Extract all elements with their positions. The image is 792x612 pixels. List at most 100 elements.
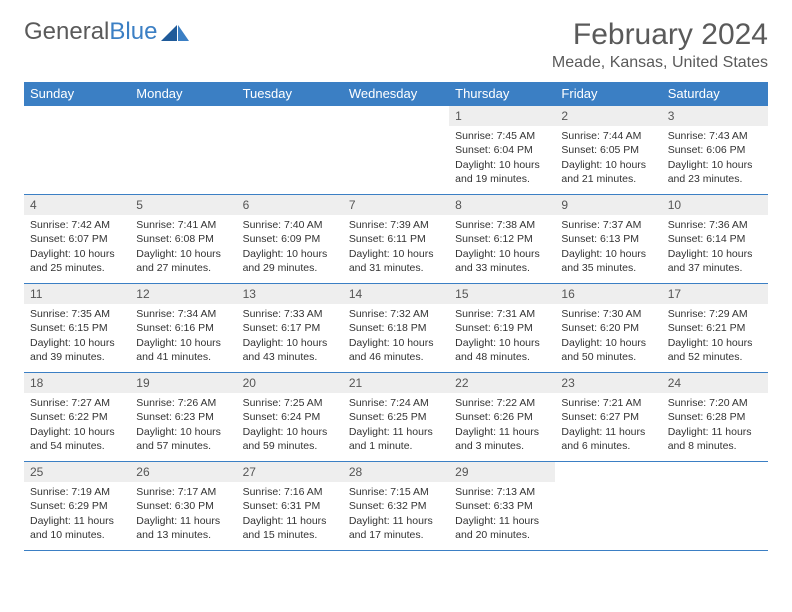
day-number: 8 [449, 195, 555, 215]
sunrise-text: Sunrise: 7:44 AM [561, 129, 655, 143]
daylight-text: Daylight: 10 hours and 41 minutes. [136, 336, 230, 364]
sunset-text: Sunset: 6:15 PM [30, 321, 124, 335]
sunset-text: Sunset: 6:26 PM [455, 410, 549, 424]
sunset-text: Sunset: 6:33 PM [455, 499, 549, 513]
sunset-text: Sunset: 6:06 PM [668, 143, 762, 157]
sunset-text: Sunset: 6:22 PM [30, 410, 124, 424]
sunset-text: Sunset: 6:05 PM [561, 143, 655, 157]
day-info: Sunrise: 7:19 AMSunset: 6:29 PMDaylight:… [24, 482, 130, 548]
day-cell: 28Sunrise: 7:15 AMSunset: 6:32 PMDayligh… [343, 462, 449, 550]
day-info: Sunrise: 7:32 AMSunset: 6:18 PMDaylight:… [343, 304, 449, 370]
sunrise-text: Sunrise: 7:35 AM [30, 307, 124, 321]
day-info: Sunrise: 7:13 AMSunset: 6:33 PMDaylight:… [449, 482, 555, 548]
day-cell: 11Sunrise: 7:35 AMSunset: 6:15 PMDayligh… [24, 284, 130, 372]
day-number [555, 462, 661, 482]
day-cell: 13Sunrise: 7:33 AMSunset: 6:17 PMDayligh… [237, 284, 343, 372]
day-info: Sunrise: 7:22 AMSunset: 6:26 PMDaylight:… [449, 393, 555, 459]
sunrise-text: Sunrise: 7:38 AM [455, 218, 549, 232]
sunrise-text: Sunrise: 7:41 AM [136, 218, 230, 232]
day-cell: 16Sunrise: 7:30 AMSunset: 6:20 PMDayligh… [555, 284, 661, 372]
week-row: 18Sunrise: 7:27 AMSunset: 6:22 PMDayligh… [24, 372, 768, 461]
sunrise-text: Sunrise: 7:24 AM [349, 396, 443, 410]
sunrise-text: Sunrise: 7:25 AM [243, 396, 337, 410]
weeks-container: 1Sunrise: 7:45 AMSunset: 6:04 PMDaylight… [24, 105, 768, 551]
sunrise-text: Sunrise: 7:45 AM [455, 129, 549, 143]
day-cell: 23Sunrise: 7:21 AMSunset: 6:27 PMDayligh… [555, 373, 661, 461]
day-number: 27 [237, 462, 343, 482]
daylight-text: Daylight: 10 hours and 21 minutes. [561, 158, 655, 186]
sunrise-text: Sunrise: 7:17 AM [136, 485, 230, 499]
sunrise-text: Sunrise: 7:22 AM [455, 396, 549, 410]
day-number: 19 [130, 373, 236, 393]
sunset-text: Sunset: 6:08 PM [136, 232, 230, 246]
day-number: 14 [343, 284, 449, 304]
week-row: 1Sunrise: 7:45 AMSunset: 6:04 PMDaylight… [24, 105, 768, 194]
day-number [130, 106, 236, 126]
day-number: 9 [555, 195, 661, 215]
day-number: 22 [449, 373, 555, 393]
day-cell: 10Sunrise: 7:36 AMSunset: 6:14 PMDayligh… [662, 195, 768, 283]
sunset-text: Sunset: 6:09 PM [243, 232, 337, 246]
sunrise-text: Sunrise: 7:19 AM [30, 485, 124, 499]
day-number: 10 [662, 195, 768, 215]
day-header: Tuesday [237, 82, 343, 105]
day-number [237, 106, 343, 126]
daylight-text: Daylight: 10 hours and 50 minutes. [561, 336, 655, 364]
day-cell: 6Sunrise: 7:40 AMSunset: 6:09 PMDaylight… [237, 195, 343, 283]
sunrise-text: Sunrise: 7:34 AM [136, 307, 230, 321]
daylight-text: Daylight: 10 hours and 37 minutes. [668, 247, 762, 275]
daylight-text: Daylight: 11 hours and 20 minutes. [455, 514, 549, 542]
day-number: 29 [449, 462, 555, 482]
sunrise-text: Sunrise: 7:42 AM [30, 218, 124, 232]
day-cell [343, 106, 449, 194]
sunset-text: Sunset: 6:23 PM [136, 410, 230, 424]
sunset-text: Sunset: 6:04 PM [455, 143, 549, 157]
daylight-text: Daylight: 11 hours and 8 minutes. [668, 425, 762, 453]
daylight-text: Daylight: 10 hours and 57 minutes. [136, 425, 230, 453]
day-info: Sunrise: 7:29 AMSunset: 6:21 PMDaylight:… [662, 304, 768, 370]
day-info: Sunrise: 7:16 AMSunset: 6:31 PMDaylight:… [237, 482, 343, 548]
day-number: 12 [130, 284, 236, 304]
sunset-text: Sunset: 6:21 PM [668, 321, 762, 335]
day-cell [24, 106, 130, 194]
sunset-text: Sunset: 6:20 PM [561, 321, 655, 335]
day-info: Sunrise: 7:20 AMSunset: 6:28 PMDaylight:… [662, 393, 768, 459]
logo-text-1: General [24, 18, 109, 46]
daylight-text: Daylight: 10 hours and 25 minutes. [30, 247, 124, 275]
sunrise-text: Sunrise: 7:30 AM [561, 307, 655, 321]
daylight-text: Daylight: 10 hours and 35 minutes. [561, 247, 655, 275]
day-number: 18 [24, 373, 130, 393]
day-headers-row: SundayMondayTuesdayWednesdayThursdayFrid… [24, 82, 768, 105]
sunset-text: Sunset: 6:12 PM [455, 232, 549, 246]
day-info: Sunrise: 7:21 AMSunset: 6:27 PMDaylight:… [555, 393, 661, 459]
day-header: Wednesday [343, 82, 449, 105]
week-row: 25Sunrise: 7:19 AMSunset: 6:29 PMDayligh… [24, 461, 768, 551]
daylight-text: Daylight: 10 hours and 54 minutes. [30, 425, 124, 453]
day-info: Sunrise: 7:45 AMSunset: 6:04 PMDaylight:… [449, 126, 555, 192]
day-cell: 5Sunrise: 7:41 AMSunset: 6:08 PMDaylight… [130, 195, 236, 283]
sunrise-text: Sunrise: 7:32 AM [349, 307, 443, 321]
sunrise-text: Sunrise: 7:37 AM [561, 218, 655, 232]
day-info: Sunrise: 7:26 AMSunset: 6:23 PMDaylight:… [130, 393, 236, 459]
day-info: Sunrise: 7:31 AMSunset: 6:19 PMDaylight:… [449, 304, 555, 370]
day-info: Sunrise: 7:24 AMSunset: 6:25 PMDaylight:… [343, 393, 449, 459]
day-cell: 29Sunrise: 7:13 AMSunset: 6:33 PMDayligh… [449, 462, 555, 550]
sunrise-text: Sunrise: 7:26 AM [136, 396, 230, 410]
day-cell: 9Sunrise: 7:37 AMSunset: 6:13 PMDaylight… [555, 195, 661, 283]
day-info: Sunrise: 7:33 AMSunset: 6:17 PMDaylight:… [237, 304, 343, 370]
day-cell: 24Sunrise: 7:20 AMSunset: 6:28 PMDayligh… [662, 373, 768, 461]
sunset-text: Sunset: 6:27 PM [561, 410, 655, 424]
day-number: 13 [237, 284, 343, 304]
logo-flag-icon [161, 23, 191, 43]
day-number: 20 [237, 373, 343, 393]
calendar: SundayMondayTuesdayWednesdayThursdayFrid… [24, 82, 768, 551]
day-info: Sunrise: 7:25 AMSunset: 6:24 PMDaylight:… [237, 393, 343, 459]
day-number: 6 [237, 195, 343, 215]
day-cell: 17Sunrise: 7:29 AMSunset: 6:21 PMDayligh… [662, 284, 768, 372]
daylight-text: Daylight: 11 hours and 15 minutes. [243, 514, 337, 542]
day-number: 5 [130, 195, 236, 215]
daylight-text: Daylight: 10 hours and 23 minutes. [668, 158, 762, 186]
sunset-text: Sunset: 6:32 PM [349, 499, 443, 513]
day-cell: 12Sunrise: 7:34 AMSunset: 6:16 PMDayligh… [130, 284, 236, 372]
day-number: 26 [130, 462, 236, 482]
